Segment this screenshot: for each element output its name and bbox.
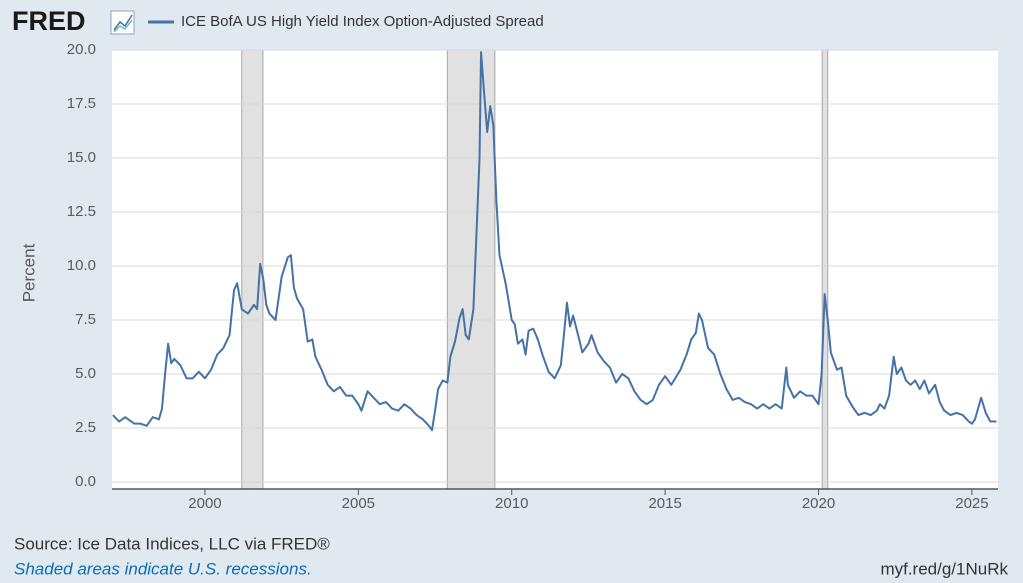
x-tick-label: 2020 <box>802 495 835 512</box>
note: Shaded areas indicate U.S. recessions. <box>14 559 312 578</box>
y-tick-label: 20.0 <box>67 41 96 58</box>
y-tick-label: 2.5 <box>75 419 96 436</box>
x-tick-label: 2010 <box>495 495 528 512</box>
y-tick-label: 12.5 <box>67 203 96 220</box>
x-tick-label: 2025 <box>955 495 988 512</box>
link[interactable]: myf.red/g/1NuRk <box>880 559 1008 578</box>
y-tick-label: 5.0 <box>75 365 96 382</box>
y-tick-label: 0.0 <box>75 473 96 490</box>
x-tick-label: 2000 <box>188 495 221 512</box>
y-tick-label: 17.5 <box>67 95 96 112</box>
x-tick-label: 2005 <box>342 495 375 512</box>
y-axis-label: Percent <box>19 243 38 302</box>
y-tick-label: 15.0 <box>67 149 96 166</box>
recession <box>821 49 829 490</box>
logo-icon <box>110 10 135 35</box>
y-tick-label: 7.5 <box>75 311 96 328</box>
recession <box>446 49 496 490</box>
logo: FRED <box>12 6 86 36</box>
x-tick-label: 2015 <box>648 495 681 512</box>
legend-label: ICE BofA US High Yield Index Option-Adju… <box>181 13 544 30</box>
source: Source: Ice Data Indices, LLC via FRED® <box>14 534 330 553</box>
y-tick-label: 10.0 <box>67 257 96 274</box>
series-line <box>112 51 997 432</box>
